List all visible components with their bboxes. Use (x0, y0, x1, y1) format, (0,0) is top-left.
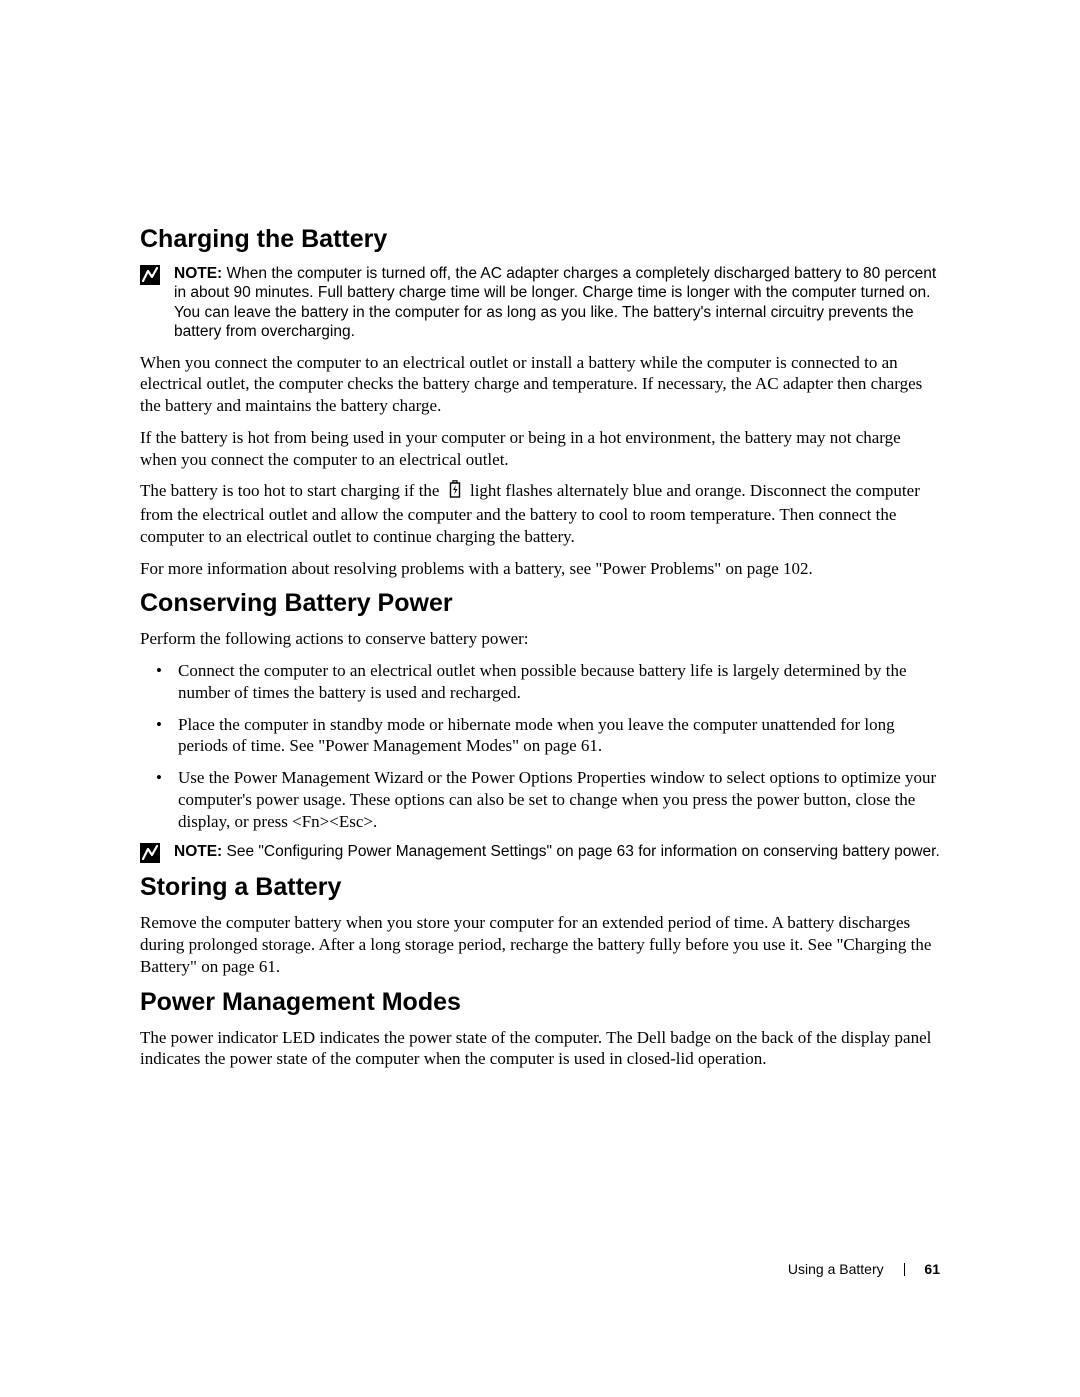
bullet3-bold: Power Options Properties (471, 768, 646, 787)
footer-section: Using a Battery (788, 1261, 884, 1277)
charging-p4: For more information about resolving pro… (140, 558, 940, 580)
note-body: NOTE: When the computer is turned off, t… (174, 264, 940, 342)
charging-p3: The battery is too hot to start charging… (140, 480, 940, 547)
note-conserving: NOTE: See "Configuring Power Management … (140, 842, 940, 863)
heading-conserving: Conserving Battery Power (140, 589, 940, 618)
note-text: See "Configuring Power Management Settin… (222, 843, 940, 860)
heading-charging: Charging the Battery (140, 225, 940, 254)
note-charging: NOTE: When the computer is turned off, t… (140, 264, 940, 342)
charging-p2: If the battery is hot from being used in… (140, 427, 940, 471)
list-item: Connect the computer to an electrical ou… (140, 660, 940, 704)
footer-page-number: 61 (924, 1261, 940, 1277)
note-text: When the computer is turned off, the AC … (174, 265, 936, 340)
charging-p1: When you connect the computer to an elec… (140, 352, 940, 417)
battery-icon (448, 480, 462, 504)
bullet3-a: Use the Power Management Wizard or the (178, 768, 471, 787)
page-footer: Using a Battery 61 (788, 1261, 940, 1277)
pmm-p1: The power indicator LED indicates the po… (140, 1027, 940, 1071)
note-icon (140, 843, 160, 863)
list-item: Place the computer in standby mode or hi… (140, 714, 940, 758)
charging-p3a: The battery is too hot to start charging… (140, 481, 444, 500)
document-page: Charging the Battery NOTE: When the comp… (0, 0, 1080, 1397)
conserving-intro: Perform the following actions to conserv… (140, 628, 940, 650)
conserving-list: Connect the computer to an electrical ou… (140, 660, 940, 832)
footer-separator (904, 1263, 905, 1276)
heading-pmm: Power Management Modes (140, 988, 940, 1017)
list-item: Use the Power Management Wizard or the P… (140, 767, 940, 832)
note-label: NOTE: (174, 843, 222, 860)
note-icon (140, 265, 160, 285)
storing-p1: Remove the computer battery when you sto… (140, 912, 940, 977)
note-label: NOTE: (174, 265, 222, 282)
heading-storing: Storing a Battery (140, 873, 940, 902)
note-body: NOTE: See "Configuring Power Management … (174, 842, 940, 861)
